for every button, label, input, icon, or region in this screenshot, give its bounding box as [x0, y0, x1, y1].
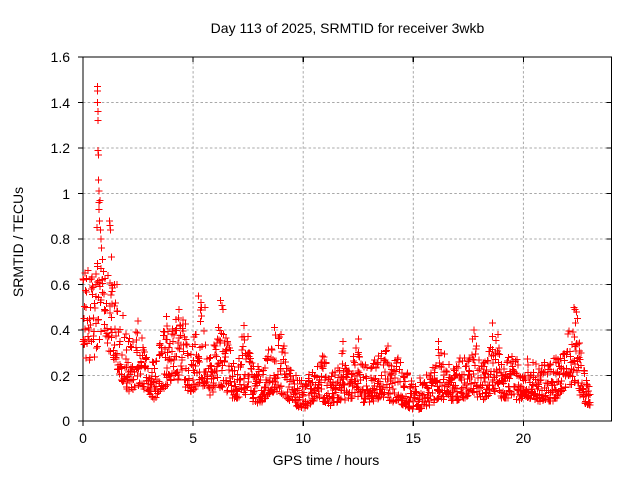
chart-title: Day 113 of 2025, SRMTID for receiver 3wk…	[210, 20, 485, 36]
y-tick-label: 0	[62, 413, 70, 429]
x-tick-label: 5	[189, 430, 197, 446]
tick-marks	[78, 56, 612, 426]
x-axis-label: GPS time / hours	[272, 452, 380, 468]
grid-lines	[83, 57, 612, 421]
y-tick-label: 0.2	[50, 367, 70, 384]
y-tick-label: 1	[62, 185, 70, 202]
x-tick-label: 0	[79, 430, 87, 446]
x-tick-label: 10	[295, 430, 311, 446]
y-tick-label: 1.2	[50, 140, 70, 156]
y-tick-label: 0.4	[50, 322, 70, 338]
y-tick-label: 0.6	[50, 276, 70, 293]
y-tick-label: 1.4	[50, 94, 70, 111]
x-tick-label: 15	[405, 430, 422, 446]
y-tick-label: 0.8	[50, 231, 70, 247]
data-points	[79, 83, 594, 413]
x-tick-label: 20	[515, 430, 532, 446]
y-tick-label: 1.6	[50, 49, 70, 65]
